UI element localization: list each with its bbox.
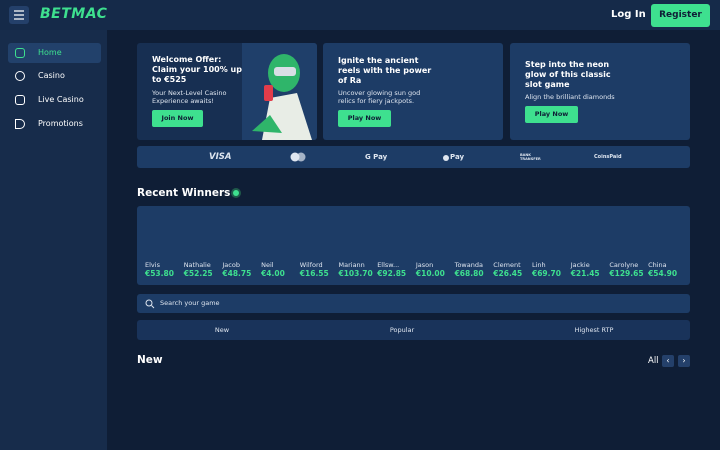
payment-logo: CoinsPaid bbox=[594, 154, 622, 160]
winner-amount: €16.55 bbox=[299, 269, 329, 278]
winner-name: Wilford bbox=[299, 261, 323, 269]
winner-name: Ellsw... bbox=[377, 261, 400, 269]
menu-icon bbox=[14, 10, 24, 20]
winner-amount: €21.45 bbox=[570, 269, 600, 278]
payment-logo: Pay bbox=[450, 153, 465, 161]
promo-card[interactable]: Ignite the ancient reels with the power … bbox=[323, 43, 503, 140]
nav-label: Promotions bbox=[38, 119, 83, 128]
winner-amount: €54.90 bbox=[648, 269, 678, 278]
section-title: New bbox=[137, 354, 163, 366]
winner-name: Elvis bbox=[145, 261, 160, 269]
logo[interactable]: BETMAC bbox=[40, 6, 108, 22]
live-dot bbox=[233, 190, 239, 196]
promo-text: Uncover glowing sun god relics for fiery… bbox=[338, 89, 421, 105]
tab[interactable]: Highest RTP bbox=[574, 326, 614, 334]
view-all-link[interactable]: All bbox=[648, 356, 659, 366]
winner-name: Linh bbox=[532, 261, 546, 269]
register-button[interactable]: Register bbox=[651, 4, 710, 27]
tab[interactable]: Popular bbox=[389, 326, 415, 334]
prev-button[interactable]: ‹ bbox=[662, 355, 674, 367]
next-button[interactable]: › bbox=[678, 355, 690, 367]
winner-amount: €69.70 bbox=[532, 269, 561, 278]
winner-amount: €48.75 bbox=[222, 269, 252, 278]
search-icon bbox=[145, 299, 155, 309]
winner-amount: €103.70 bbox=[338, 269, 373, 278]
winner-name: Mariann bbox=[338, 261, 365, 269]
apple-icon bbox=[443, 155, 449, 161]
winner-amount: €129.65 bbox=[609, 269, 644, 278]
tab[interactable]: New bbox=[214, 326, 230, 334]
winner-amount: €10.00 bbox=[415, 269, 445, 278]
promo-button[interactable]: Play Now bbox=[338, 110, 391, 127]
header: BETMAC Log In Register bbox=[0, 0, 720, 30]
winner-amount: €52.25 bbox=[183, 269, 213, 278]
tab-bar: New Popular Highest RTP bbox=[137, 320, 690, 340]
search-placeholder: Search your game bbox=[160, 299, 220, 307]
winner-amount: €53.80 bbox=[145, 269, 174, 278]
sidebar bbox=[0, 30, 107, 450]
winners-panel: Elvis €53.80 Nathalie €52.25 Jacob €48.75 Neil… bbox=[137, 206, 690, 285]
winner-amount: €92.85 bbox=[377, 269, 407, 278]
search-bar[interactable]: Search your game bbox=[137, 294, 690, 313]
nav-label: Casino bbox=[38, 71, 65, 80]
winner-amount: €4.00 bbox=[261, 269, 285, 278]
payment-logo: G Pay bbox=[365, 153, 388, 161]
promo-title: Step into the neon glow of this classic … bbox=[525, 60, 611, 89]
payment-strip: VISA G Pay Pay BANK TRANSFER CoinsPaid bbox=[137, 146, 690, 168]
winner-name: Jackie bbox=[570, 261, 590, 269]
promo-button[interactable]: Play Now bbox=[525, 106, 578, 123]
promo-title: Ignite the ancient reels with the power … bbox=[338, 56, 432, 85]
nav-item[interactable]: Promotions bbox=[8, 114, 101, 134]
winner-name: Clement bbox=[493, 261, 521, 269]
winner-name: Carolyne bbox=[609, 261, 639, 269]
section-title: Recent Winners bbox=[137, 187, 231, 199]
promo-text: Your Next-Level Casino Experience awaits… bbox=[152, 89, 227, 105]
promo-card[interactable]: Welcome Offer: Claim your 100% up to €52… bbox=[137, 43, 317, 140]
winner-name: Jason bbox=[415, 261, 434, 269]
winner-name: Nathalie bbox=[183, 261, 211, 269]
winner-name: Neil bbox=[261, 261, 274, 269]
nav-label: Home bbox=[38, 48, 62, 57]
promo-button[interactable]: Join Now bbox=[152, 110, 203, 127]
menu-button[interactable] bbox=[9, 6, 29, 24]
payment-logo: VISA bbox=[209, 152, 232, 162]
winner-amount: €26.45 bbox=[493, 269, 523, 278]
winner-name: China bbox=[648, 261, 667, 269]
winner-name: Jacob bbox=[222, 261, 240, 269]
winner-name: Towanda bbox=[454, 261, 483, 269]
promo-text: Align the brilliant diamonds bbox=[525, 93, 615, 101]
promo-card[interactable]: Step into the neon glow of this classic … bbox=[510, 43, 690, 140]
nav-item[interactable]: Casino bbox=[8, 66, 101, 86]
login-button[interactable]: Log In bbox=[611, 9, 646, 20]
nav-item[interactable]: Home bbox=[8, 43, 101, 63]
mastercard-logo bbox=[290, 152, 306, 162]
illustration bbox=[242, 43, 317, 140]
nav-label: Live Casino bbox=[38, 95, 84, 104]
winner-amount: €68.80 bbox=[454, 269, 484, 278]
promo-title: Welcome Offer: Claim your 100% up to €52… bbox=[152, 55, 242, 84]
payment-logo: BANK TRANSFER bbox=[520, 153, 541, 161]
nav-item[interactable]: Live Casino bbox=[8, 90, 101, 110]
